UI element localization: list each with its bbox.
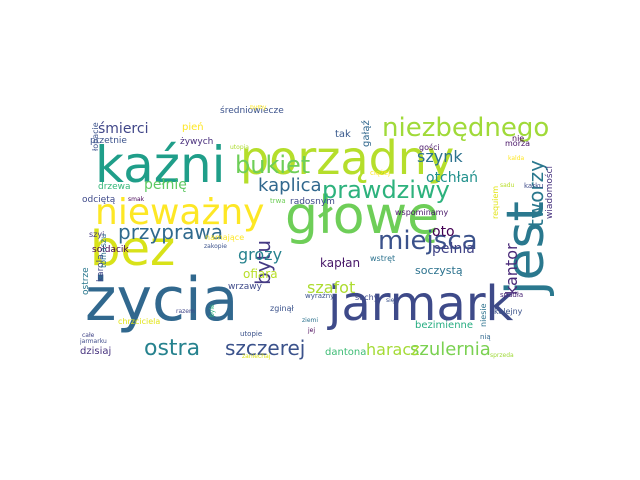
word-cloud-word: szafot — [307, 278, 356, 297]
word-cloud-word: żywych — [180, 137, 214, 147]
word-cloud-word: ziemi — [302, 317, 319, 324]
word-cloud-word: ciężej — [370, 169, 391, 177]
word-cloud-word: tomaszu — [99, 233, 108, 268]
word-cloud-word: razem — [176, 308, 195, 315]
word-cloud-word: tworzy — [524, 160, 548, 227]
word-cloud-word: kapłan — [320, 256, 361, 270]
word-cloud-word: pień — [182, 122, 204, 133]
word-cloud-word: dzisiaj — [80, 346, 112, 357]
word-cloud-word: oto — [432, 224, 455, 240]
word-cloud-word: grozy — [238, 245, 283, 264]
word-cloud-word: odciętą — [82, 195, 116, 205]
word-cloud-word: pełnia — [432, 241, 475, 257]
word-cloud-word: łopacie — [91, 122, 100, 151]
word-cloud-word: średniowiecze — [220, 106, 284, 116]
word-cloud-word: ofiara — [243, 267, 278, 281]
word-cloud-word: kolejny — [494, 307, 523, 316]
word-cloud-word: wiadomości — [545, 165, 555, 219]
word-cloud-word: bezimienne — [415, 320, 474, 331]
word-cloud-word: morza — [505, 139, 531, 148]
word-cloud-word: haracz — [366, 340, 420, 359]
word-cloud-word: jarmark — [328, 276, 514, 332]
word-cloud-word: jarmarku — [80, 338, 107, 345]
word-cloud-word: jej — [308, 327, 316, 334]
word-cloud-word: otchłań — [426, 170, 479, 186]
word-cloud-word: requiem — [491, 185, 500, 219]
word-cloud-word: bukiet — [235, 151, 311, 179]
word-cloud-word: tak — [335, 129, 351, 140]
word-cloud-word: sprzeda — [490, 352, 514, 359]
word-cloud-word: spadła — [500, 291, 524, 299]
word-cloud-word: wyraźny — [305, 292, 335, 300]
word-cloud-word: gości — [419, 143, 440, 152]
word-cloud-word: zakopie — [204, 243, 227, 250]
word-cloud-word: śmierci — [98, 121, 149, 137]
word-cloud-word: ostrze — [81, 267, 91, 295]
word-cloud-word: nie — [512, 134, 525, 143]
word-cloud-word: pełnię — [144, 177, 187, 193]
word-cloud-word: przetnie — [90, 136, 127, 146]
word-cloud-word: zaniechaj — [242, 353, 271, 360]
word-cloud-word: porządny — [240, 131, 455, 185]
word-cloud-word: utopia — [230, 144, 249, 151]
word-cloud-word: soczystą — [415, 264, 463, 277]
word-cloud-word: głowę — [285, 186, 440, 246]
word-cloud-word: kaplica — [258, 175, 322, 196]
word-cloud-word: niezbędnego — [382, 113, 550, 143]
word-cloud-word: nią — [480, 333, 491, 341]
word-cloud-word: chrzciciela — [118, 317, 161, 326]
word-cloud-word: szynk — [417, 147, 463, 166]
word-cloud-word: ostra — [144, 336, 201, 361]
word-cloud-word: dantona — [325, 347, 367, 358]
word-cloud-word: wstręt — [370, 254, 396, 263]
word-cloud-word: gałąź — [361, 120, 372, 147]
word-cloud-word: przyprawa — [118, 220, 224, 244]
word-cloud-word: sołdacik — [92, 245, 129, 255]
word-cloud-word: namające — [205, 233, 245, 242]
word-cloud-word: zginął — [270, 304, 294, 313]
word-cloud-word: drzewa — [98, 182, 131, 192]
word-cloud-word: nieważny — [95, 192, 265, 233]
word-cloud-word: niesie — [479, 303, 488, 327]
word-cloud-word: utopie — [240, 330, 263, 338]
word-cloud-word: życia — [85, 265, 239, 335]
word-cloud-word: kantor — [502, 243, 521, 295]
word-cloud-word: smak — [128, 196, 145, 203]
word-cloud-word: byłby — [250, 105, 267, 111]
word-cloud-word: byle — [209, 304, 216, 317]
word-cloud-word: trwa — [270, 197, 286, 205]
word-cloud-word: kaźni — [95, 136, 226, 194]
word-cloud-word: całe — [82, 332, 95, 339]
word-cloud-word: bez — [90, 221, 176, 277]
word-cloud-word: sadu — [500, 182, 515, 189]
word-cloud-word: prawdziwy — [322, 176, 450, 204]
word-cloud-word: się — [386, 297, 395, 304]
word-cloud-word: wrzawy — [228, 282, 262, 292]
word-cloud-word: szyi — [89, 230, 105, 239]
word-cloud: życia jarmark kaźni głowę bez jest porządny nie… — [80, 105, 560, 365]
word-cloud-word: miejsca — [378, 226, 478, 256]
word-cloud-word: szczerej — [225, 336, 306, 360]
word-cloud-word: radosnym — [290, 197, 335, 207]
word-cloud-word: wspominamy — [395, 208, 449, 217]
word-cloud-word: karku — [524, 182, 544, 190]
word-cloud-word: suchy — [355, 293, 379, 302]
word-cloud-word: kalda — [508, 155, 525, 162]
word-cloud-word: szulernia — [410, 339, 491, 360]
